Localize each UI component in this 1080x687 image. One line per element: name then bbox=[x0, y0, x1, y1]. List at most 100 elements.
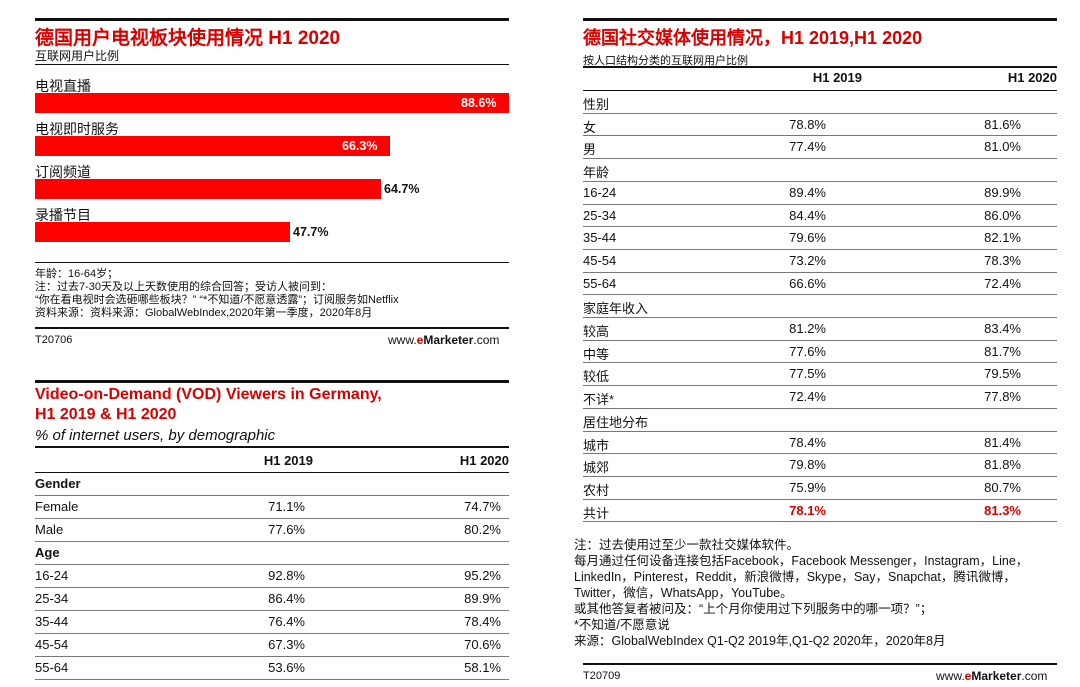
bar bbox=[35, 136, 390, 156]
bar-label: 电视直播 bbox=[35, 78, 91, 94]
row-label: 55-64 bbox=[583, 275, 617, 291]
row-divider bbox=[583, 226, 1057, 228]
row-divider bbox=[35, 679, 509, 680]
notes-rule bbox=[35, 262, 509, 263]
value-h1-2019: 92.8% bbox=[268, 568, 305, 583]
value-h1-2019: 77.5% bbox=[789, 366, 826, 382]
value-h1-2020: 80.7% bbox=[984, 479, 1021, 495]
value-h1-2019: 89.4% bbox=[789, 184, 826, 200]
row-label: 较高 bbox=[583, 324, 610, 339]
vod-row: 25-34 86.4% 89.9% bbox=[35, 588, 509, 610]
social-row: 共计 78.1% 81.3% bbox=[583, 500, 1057, 522]
social-code: T20709 bbox=[583, 670, 621, 682]
social-row: 中等 77.6% 81.7% bbox=[583, 341, 1057, 363]
row-label: 农村 bbox=[583, 482, 610, 498]
value-h1-2019: 84.4% bbox=[789, 207, 826, 223]
value-h1-2020: 86.0% bbox=[984, 207, 1021, 223]
row-divider bbox=[583, 385, 1057, 387]
value-h1-2019: 76.4% bbox=[268, 614, 305, 629]
tv-chart-title: 德国用户电视板块使用情况 H1 2020 bbox=[35, 28, 341, 49]
bar-value-label: 66.3% bbox=[342, 139, 378, 153]
row-divider bbox=[35, 656, 509, 657]
social-col-rule bbox=[583, 90, 1057, 91]
row-divider bbox=[35, 633, 509, 634]
value-h1-2020: 77.8% bbox=[984, 389, 1021, 405]
row-label: 中等 bbox=[583, 346, 610, 362]
social-title: 德国社交媒体使用情况，H1 2019,H1 2020 bbox=[583, 28, 923, 48]
value-h1-2020: 74.7% bbox=[464, 499, 501, 514]
vod-row: 35-44 76.4% 78.4% bbox=[35, 611, 509, 633]
row-label: 55-64 bbox=[35, 660, 69, 675]
row-divider bbox=[583, 317, 1057, 318]
value-h1-2020: 81.4% bbox=[984, 434, 1021, 450]
value-h1-2020: 81.3% bbox=[984, 502, 1021, 518]
value-h1-2019: 73.2% bbox=[789, 252, 826, 268]
value-h1-2020: 70.6% bbox=[464, 637, 501, 652]
row-divider bbox=[583, 362, 1057, 364]
value-h1-2020: 89.9% bbox=[984, 184, 1021, 200]
row-divider bbox=[583, 521, 1057, 523]
value-h1-2019: 78.1% bbox=[789, 502, 826, 518]
vod-row: 55-64 53.6% 58.1% bbox=[35, 657, 509, 679]
value-h1-2020: 72.4% bbox=[984, 275, 1021, 291]
value-h1-2019: 77.4% bbox=[789, 139, 826, 155]
vod-row: 16-24 92.8% 95.2% bbox=[35, 565, 509, 587]
row-divider bbox=[583, 271, 1057, 273]
value-h1-2020: 81.8% bbox=[984, 457, 1021, 473]
vod-header-rule bbox=[35, 446, 509, 448]
value-h1-2020: 78.4% bbox=[464, 614, 501, 629]
social-row: 较低 77.5% 79.5% bbox=[583, 363, 1057, 385]
social-note-line: 注：过去使用过至少一款社交媒体软件。 bbox=[574, 538, 800, 552]
row-label: 35-44 bbox=[35, 614, 69, 629]
row-label: Gender bbox=[35, 476, 81, 491]
emarketer-logo-right: www.eMarketer.com bbox=[936, 669, 1048, 683]
value-h1-2019: 78.4% bbox=[789, 434, 826, 450]
tv-chart-subtitle: 互联网用户比例 bbox=[35, 49, 120, 63]
social-row: 女 78.8% 81.6% bbox=[583, 114, 1057, 136]
value-h1-2019: 86.4% bbox=[268, 591, 305, 606]
value-h1-2019: 78.8% bbox=[789, 116, 826, 132]
social-row: 较高 81.2% 83.4% bbox=[583, 318, 1057, 340]
value-h1-2019: 53.6% bbox=[268, 660, 305, 675]
row-label: 共计 bbox=[583, 505, 610, 521]
value-h1-2020: 80.2% bbox=[464, 522, 501, 537]
row-divider bbox=[583, 203, 1057, 205]
row-label: 男 bbox=[583, 142, 597, 158]
value-h1-2020: 81.6% bbox=[984, 116, 1021, 132]
tv-note-4: 资料来源：资料来源：GlobalWebIndex,2020年第一季度，2020年… bbox=[35, 307, 373, 319]
social-footer-rule bbox=[583, 663, 1057, 665]
row-divider bbox=[583, 112, 1057, 114]
social-col-2020: H1 2020 bbox=[1007, 70, 1057, 85]
vod-section-row: Gender bbox=[35, 473, 509, 495]
row-label: Male bbox=[35, 522, 64, 537]
vod-row: 45-54 67.3% 70.6% bbox=[35, 634, 509, 656]
row-divider bbox=[583, 135, 1057, 137]
social-section-row: 居住地分布 bbox=[583, 409, 1057, 431]
subtitle-rule bbox=[35, 64, 509, 65]
value-h1-2019: 79.8% bbox=[789, 457, 826, 473]
social-row: 城市 78.4% 81.4% bbox=[583, 432, 1057, 454]
row-label: 城市 bbox=[583, 437, 610, 453]
value-h1-2020: 95.2% bbox=[464, 568, 501, 583]
row-divider bbox=[583, 294, 1057, 296]
value-h1-2020: 81.7% bbox=[984, 343, 1021, 359]
row-divider bbox=[35, 587, 509, 588]
row-divider bbox=[583, 498, 1057, 500]
value-h1-2019: 72.4% bbox=[789, 389, 826, 405]
social-note-line: LinkedIn，Pinterest，Reddit，新浪微博，Skype，Say… bbox=[574, 570, 1016, 584]
social-row: 城郊 79.8% 81.8% bbox=[583, 454, 1057, 476]
vod-col-2019: H1 2019 bbox=[263, 453, 313, 468]
value-h1-2020: 83.4% bbox=[984, 321, 1021, 336]
row-label: 16-24 bbox=[35, 568, 69, 583]
vod-section-row: Age bbox=[35, 542, 509, 564]
value-h1-2020: 79.5% bbox=[984, 366, 1021, 382]
tv-note-1: 年龄：16-64岁； bbox=[35, 268, 119, 280]
vod-row: Male 77.6% 80.2% bbox=[35, 519, 509, 541]
value-h1-2020: 58.1% bbox=[464, 660, 501, 675]
row-label: 45-54 bbox=[35, 637, 69, 652]
row-divider bbox=[583, 339, 1057, 341]
social-row: 16-24 89.4% 89.9% bbox=[583, 182, 1057, 204]
row-label: 居住地分布 bbox=[583, 414, 649, 430]
social-subtitle: 按人口结构分类的互联网用户比例 bbox=[583, 55, 748, 67]
social-section-row: 年龄 bbox=[583, 159, 1057, 181]
